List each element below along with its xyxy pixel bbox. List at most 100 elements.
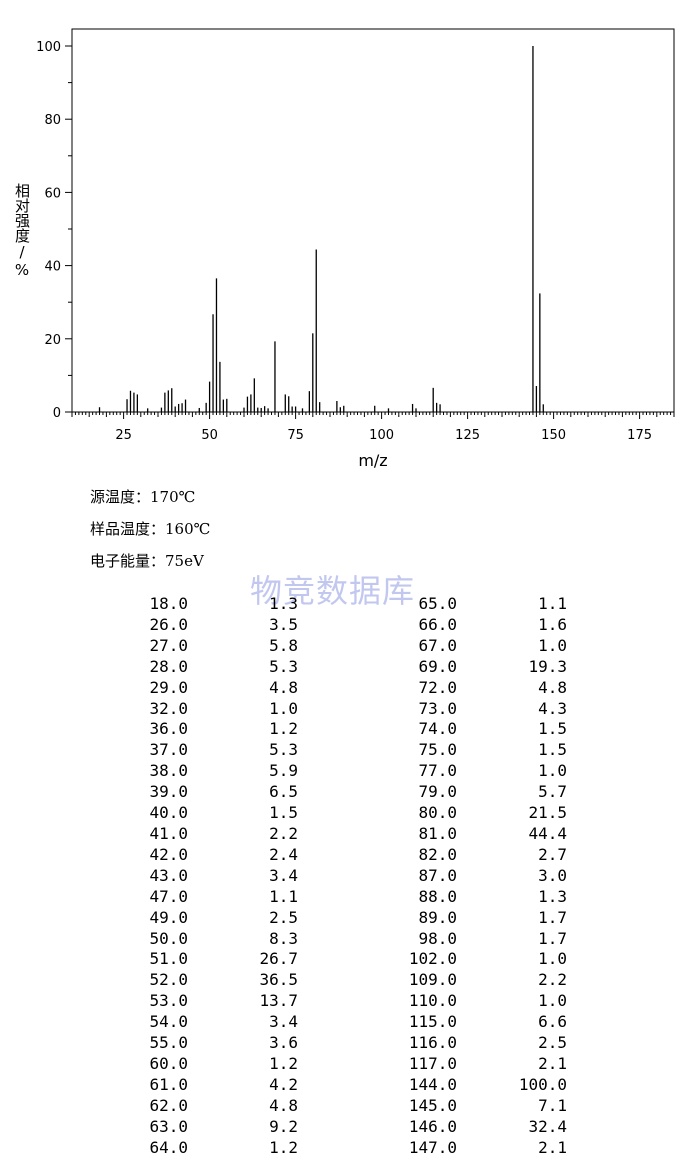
mz-cell: 79.0 [418,782,457,802]
mz-cell: 115.0 [408,1012,457,1032]
mz-cell: 38.0 [149,761,188,781]
y-tick-label: 100 [36,40,61,55]
intensity-cell: 2.7 [538,844,567,864]
mz-cell: 41.0 [149,823,188,843]
mz-cell: 29.0 [149,677,188,697]
mz-cell: 32.0 [149,698,188,718]
mz-cell: 98.0 [418,928,457,948]
intensity-cell: 1.0 [538,635,567,655]
mz-cell: 82.0 [418,844,457,864]
intensity-cell: 1.7 [538,907,567,927]
intensity-cell: 3.6 [269,1033,298,1053]
mz-cell: 146.0 [408,1116,457,1136]
intensity-cell: 32.4 [528,1116,567,1136]
mz-cell: 43.0 [149,865,188,885]
mz-cell: 73.0 [418,698,457,718]
mz-cell: 18.0 [149,594,188,613]
table-row: 18.0 1.3 65.0 1.1 [140,594,567,615]
mz-cell: 27.0 [149,635,188,655]
intensity-cell: 26.7 [259,949,298,969]
intensity-cell: 13.7 [259,991,298,1011]
mz-cell: 87.0 [418,865,457,885]
mz-cell: 66.0 [418,614,457,634]
x-axis-label: m/z [358,451,387,470]
watermark: 物竞数据库 [250,572,416,610]
table-row: 38.0 5.9 77.0 1.0 [140,761,567,782]
intensity-cell: 1.3 [269,594,298,613]
table-row: 47.0 1.1 88.0 1.3 [140,887,567,908]
mz-cell: 67.0 [418,635,457,655]
intensity-cell: 1.2 [269,1137,298,1157]
table-row: 27.0 5.8 67.0 1.0 [140,636,567,657]
mz-cell: 53.0 [149,991,188,1011]
table-row: 52.0 36.5 109.0 2.2 [140,970,567,991]
intensity-cell: 4.8 [269,677,298,697]
mz-cell: 61.0 [149,1074,188,1094]
table-row: 40.0 1.5 80.0 21.5 [140,803,567,824]
table-row: 61.0 4.2 144.0 100.0 [140,1075,567,1096]
intensity-cell: 1.6 [538,614,567,634]
intensity-cell: 2.1 [538,1053,567,1073]
intensity-cell: 19.3 [528,656,567,676]
table-row: 43.0 3.4 87.0 3.0 [140,866,567,887]
table-row: 26.0 3.5 66.0 1.6 [140,615,567,636]
mz-cell: 88.0 [418,886,457,906]
table-row: 51.0 26.7 102.0 1.0 [140,949,567,970]
y-tick-label: 40 [44,260,61,275]
mz-cell: 144.0 [408,1074,457,1094]
mz-cell: 51.0 [149,949,188,969]
table-row: 36.0 1.2 74.0 1.5 [140,719,567,740]
mz-cell: 47.0 [149,886,188,906]
table-row: 39.0 6.5 79.0 5.7 [140,782,567,803]
table-row: 37.0 5.3 75.0 1.5 [140,740,567,761]
mz-cell: 28.0 [149,656,188,676]
intensity-cell: 3.4 [269,1012,298,1032]
electron-energy: 电子能量：75eV [90,552,204,570]
table-row: 28.0 5.3 69.0 19.3 [140,657,567,678]
intensity-cell: 1.7 [538,928,567,948]
table-row: 32.0 1.0 73.0 4.3 [140,699,567,720]
y-tick-label: 60 [44,186,61,201]
plot-frame [71,28,675,413]
y-tick-label: 0 [53,406,61,421]
mz-cell: 50.0 [149,928,188,948]
intensity-cell: 9.2 [269,1116,298,1136]
intensity-cell: 8.3 [269,928,298,948]
intensity-cell: 6.5 [269,782,298,802]
mz-cell: 77.0 [418,761,457,781]
intensity-cell: 100.0 [518,1074,567,1094]
source-temperature: 源温度：170℃ [90,488,196,506]
intensity-cell: 2.2 [538,970,567,990]
mz-cell: 72.0 [418,677,457,697]
x-tick-label: 50 [201,428,218,443]
x-axis: 25 50 75 100 125 150 175 [71,412,675,443]
x-tick-label: 75 [287,428,304,443]
x-tick-label: 150 [541,428,566,443]
y-tick-label: 20 [44,333,61,348]
intensity-cell: 2.5 [538,1033,567,1053]
intensity-cell: 1.5 [269,803,298,823]
intensity-cell: 2.4 [269,844,298,864]
intensity-cell: 1.2 [269,1053,298,1073]
x-tick-label: 175 [627,428,652,443]
intensity-cell: 1.3 [538,886,567,906]
intensity-cell: 1.0 [538,761,567,781]
mz-cell: 145.0 [408,1095,457,1115]
intensity-cell: 5.7 [538,782,567,802]
y-axis: 0 20 40 60 80 100 [36,40,72,421]
intensity-cell: 5.9 [269,761,298,781]
y-axis-label: 相对强度/% [13,183,31,279]
intensity-cell: 2.5 [269,907,298,927]
intensity-cell: 1.1 [538,594,567,613]
mz-cell: 102.0 [408,949,457,969]
mz-cell: 65.0 [418,594,457,613]
intensity-cell: 3.4 [269,865,298,885]
table-row: 29.0 4.8 72.0 4.8 [140,678,567,699]
peak-table: 18.0 1.3 65.0 1.1 26.0 3.5 66.0 1.6 27.0 5.8 67.0 1… [140,594,567,1158]
mz-cell: 75.0 [418,740,457,760]
bar-series [98,46,544,412]
table-row: 55.0 3.6 116.0 2.5 [140,1033,567,1054]
mz-cell: 147.0 [408,1137,457,1157]
intensity-cell: 1.2 [269,719,298,739]
mz-cell: 109.0 [408,970,457,990]
